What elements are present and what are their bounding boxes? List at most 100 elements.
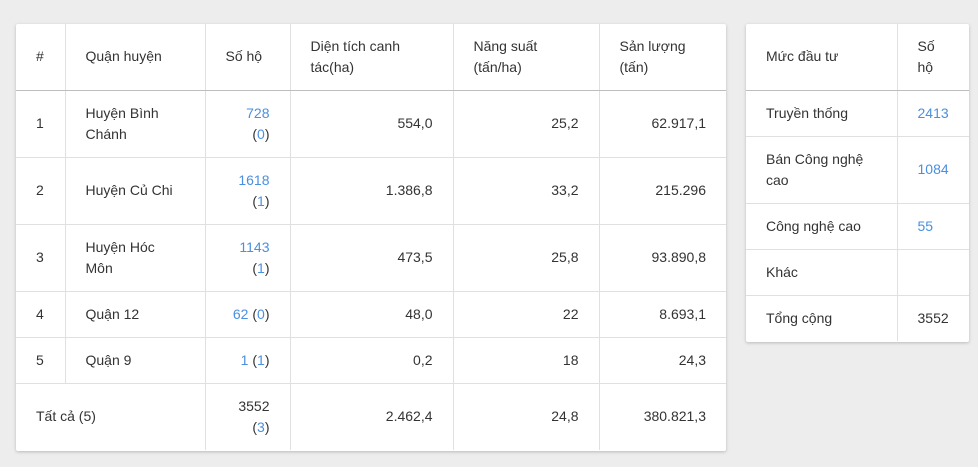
- row-level: Khác: [746, 249, 898, 296]
- sub-count: (1): [252, 351, 270, 368]
- row-yield: 22: [453, 291, 600, 338]
- row-district: Quận 12: [65, 291, 206, 338]
- households-link[interactable]: 728: [246, 104, 270, 121]
- row-households: 1 (1): [205, 337, 291, 384]
- investment-level-table: Mức đầu tư Số hộ Truyền thống 2413 Bán Cô…: [746, 24, 969, 341]
- table-row: Khác: [746, 249, 969, 296]
- row-area: 0,2: [290, 337, 454, 384]
- table-header-row: Mức đầu tư Số hộ: [746, 24, 969, 91]
- row-households: [897, 249, 969, 296]
- sub-count-link[interactable]: 0: [257, 305, 265, 322]
- row-index: 5: [16, 337, 66, 384]
- sub-count: (0): [252, 305, 270, 322]
- households-link[interactable]: 1: [240, 351, 249, 368]
- total-households-value: 3552: [238, 397, 270, 414]
- row-yield: 25,8: [453, 224, 600, 292]
- row-index: 1: [16, 90, 66, 158]
- col-header-households[interactable]: Số hộ: [897, 24, 969, 91]
- level-line: Bán Công nghệ: [766, 150, 864, 167]
- col-header-index[interactable]: #: [16, 24, 66, 91]
- table-row: 4 Quận 12 62 (0) 48,0 22 8.693,1: [16, 291, 726, 338]
- row-level: Công nghệ cao: [746, 203, 898, 250]
- sub-count: (1): [252, 192, 270, 209]
- header-line: (tấn): [619, 58, 649, 75]
- row-output: 93.890,8: [599, 224, 726, 292]
- row-district: Quận 9: [65, 337, 206, 384]
- sub-count-link[interactable]: 1: [257, 351, 265, 368]
- row-area: 473,5: [290, 224, 454, 292]
- district-line: Chánh: [85, 125, 127, 142]
- col-header-yield[interactable]: Năng suất (tấn/ha): [453, 24, 600, 91]
- sub-count-link[interactable]: 1: [257, 259, 265, 276]
- col-header-district[interactable]: Quận huyện: [65, 24, 206, 91]
- row-households: 1084: [897, 136, 969, 204]
- row-index: 3: [16, 224, 66, 292]
- households-link[interactable]: 1143: [239, 238, 270, 255]
- district-stats-card: # Quận huyện Số hộ Diện tích canh tác(ha)…: [16, 24, 726, 451]
- row-households: 728 (0): [205, 90, 291, 158]
- table-row: 2 Huyện Củ Chi 1618 (1) 1.386,8 33,2 215.…: [16, 157, 726, 225]
- row-output: 8.693,1: [599, 291, 726, 338]
- row-yield: 33,2: [453, 157, 600, 225]
- households-link[interactable]: 1084: [917, 161, 949, 177]
- row-area: 48,0: [290, 291, 454, 338]
- table-header-row: # Quận huyện Số hộ Diện tích canh tác(ha)…: [16, 24, 726, 91]
- sub-count-link[interactable]: 3: [257, 418, 265, 435]
- row-households: 1143 (1): [205, 224, 291, 292]
- sub-count-link[interactable]: 1: [257, 192, 265, 209]
- col-header-households[interactable]: Số hộ: [205, 24, 291, 91]
- header-line: Năng suất: [473, 37, 538, 54]
- total-households: 3552 (3): [205, 383, 291, 450]
- households-link[interactable]: 62: [232, 305, 249, 322]
- level-line: cao: [766, 171, 789, 188]
- households-link[interactable]: 2413: [917, 104, 949, 121]
- total-label: Tổng cộng: [746, 295, 898, 341]
- row-district: Huyện Bình Chánh: [65, 90, 206, 158]
- row-district: Huyện Hóc Môn: [65, 224, 206, 292]
- table-total-row: Tất cả (5) 3552 (3) 2.462,4 24,8 380.821,…: [16, 383, 726, 450]
- col-header-area[interactable]: Diện tích canh tác(ha): [290, 24, 454, 91]
- row-index: 4: [16, 291, 66, 338]
- row-index: 2: [16, 157, 66, 225]
- table-row: 1 Huyện Bình Chánh 728 (0) 554,0 25,2 62.9…: [16, 90, 726, 158]
- row-output: 215.296: [599, 157, 726, 225]
- row-area: 554,0: [290, 90, 454, 158]
- total-households: 3552: [917, 309, 949, 326]
- sub-count: (3): [252, 418, 270, 435]
- row-area: 1.386,8: [290, 157, 454, 225]
- row-output: 62.917,1: [599, 90, 726, 158]
- total-area: 2.462,4: [290, 383, 454, 450]
- row-output: 24,3: [599, 337, 726, 384]
- total-output: 380.821,3: [643, 408, 706, 425]
- header-line: hộ: [917, 58, 934, 75]
- district-line: Huyện Hóc: [85, 238, 155, 255]
- col-header-level[interactable]: Mức đầu tư: [746, 24, 898, 91]
- header-line: Số: [917, 37, 935, 54]
- row-level: Bán Công nghệ cao: [746, 136, 898, 204]
- header-line: Sản lượng: [619, 37, 686, 54]
- households-link[interactable]: 55: [917, 217, 934, 234]
- households-link[interactable]: 1618: [238, 171, 270, 188]
- table-row: 3 Huyện Hóc Môn 1143 (1) 473,5 25,8 93.890…: [16, 224, 726, 292]
- row-households: 55: [897, 203, 969, 250]
- row-households: 2413: [897, 90, 969, 137]
- row-level: Truyền thống: [746, 90, 898, 137]
- row-district: Huyện Củ Chi: [65, 157, 206, 225]
- district-stats-table: # Quận huyện Số hộ Diện tích canh tác(ha)…: [16, 24, 726, 450]
- table-total-row: Tổng cộng 3552: [746, 295, 969, 341]
- row-yield: 18: [453, 337, 600, 384]
- total-label: Tất cả (5): [16, 383, 206, 450]
- sub-count: (0): [252, 125, 270, 142]
- header-line: tác(ha): [310, 58, 355, 75]
- total-yield: 24,8: [453, 383, 600, 450]
- district-line: Huyện Bình: [85, 104, 159, 121]
- col-header-output[interactable]: Sản lượng (tấn): [599, 24, 726, 91]
- table-row: Bán Công nghệ cao 1084: [746, 136, 969, 204]
- table-row: Truyền thống 2413: [746, 90, 969, 137]
- row-households: 1618 (1): [205, 157, 291, 225]
- row-households: 62 (0): [205, 291, 291, 338]
- table-row: Công nghệ cao 55: [746, 203, 969, 250]
- investment-level-card: Mức đầu tư Số hộ Truyền thống 2413 Bán Cô…: [746, 24, 969, 342]
- table-row: 5 Quận 9 1 (1) 0,2 18 24,3: [16, 337, 726, 384]
- sub-count-link[interactable]: 0: [257, 125, 265, 142]
